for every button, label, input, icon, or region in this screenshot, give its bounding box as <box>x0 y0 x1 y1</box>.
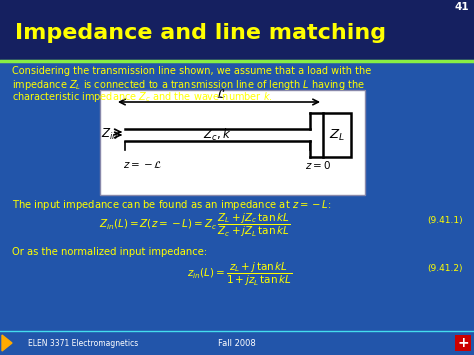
Text: $Z_{in}$: $Z_{in}$ <box>101 126 118 142</box>
Text: (9.41.2): (9.41.2) <box>427 264 463 273</box>
Text: ELEN 3371 Electromagnetics: ELEN 3371 Electromagnetics <box>28 339 138 348</box>
Bar <box>100 90 365 195</box>
Text: 41: 41 <box>455 2 469 12</box>
Bar <box>0 0 474 60</box>
Text: $z = -\mathcal{L}$: $z = -\mathcal{L}$ <box>123 159 163 170</box>
Polygon shape <box>2 335 12 351</box>
Text: $Z_{in}(L) = Z(z=-L) = Z_c\,\dfrac{Z_L + jZ_c\,\tan kL}{Z_c + jZ_L\,\tan kL}$: $Z_{in}(L) = Z(z=-L) = Z_c\,\dfrac{Z_L +… <box>100 212 291 239</box>
Text: characteristic impedance $Z_c$ and the wave number $k$.: characteristic impedance $Z_c$ and the w… <box>12 90 273 104</box>
Bar <box>0 60 474 355</box>
Text: $z = 0$: $z = 0$ <box>305 159 331 171</box>
Bar <box>455 335 471 351</box>
Text: $\mathcal{L}$: $\mathcal{L}$ <box>216 88 226 101</box>
Text: +: + <box>457 336 469 350</box>
Text: $Z_c,k$: $Z_c,k$ <box>203 127 232 143</box>
Bar <box>323 113 351 157</box>
Text: Fall 2008: Fall 2008 <box>218 339 256 348</box>
Text: impedance $Z_L$ is connected to a transmission line of length $L$ having the: impedance $Z_L$ is connected to a transm… <box>12 78 365 92</box>
Text: $Z_L$: $Z_L$ <box>329 127 345 143</box>
Text: $z_{in}(L) = \dfrac{z_L + j\,\tan kL}{1 + jz_L\,\tan kL}$: $z_{in}(L) = \dfrac{z_L + j\,\tan kL}{1 … <box>187 261 292 288</box>
Text: Considering the transmission line shown, we assume that a load with the: Considering the transmission line shown,… <box>12 66 371 76</box>
Text: Impedance and line matching: Impedance and line matching <box>15 23 386 43</box>
Text: The input impedance can be found as an impedance at $z = -L$:: The input impedance can be found as an i… <box>12 198 332 212</box>
Text: Or as the normalized input impedance:: Or as the normalized input impedance: <box>12 247 207 257</box>
Text: (9.41.1): (9.41.1) <box>427 217 463 225</box>
